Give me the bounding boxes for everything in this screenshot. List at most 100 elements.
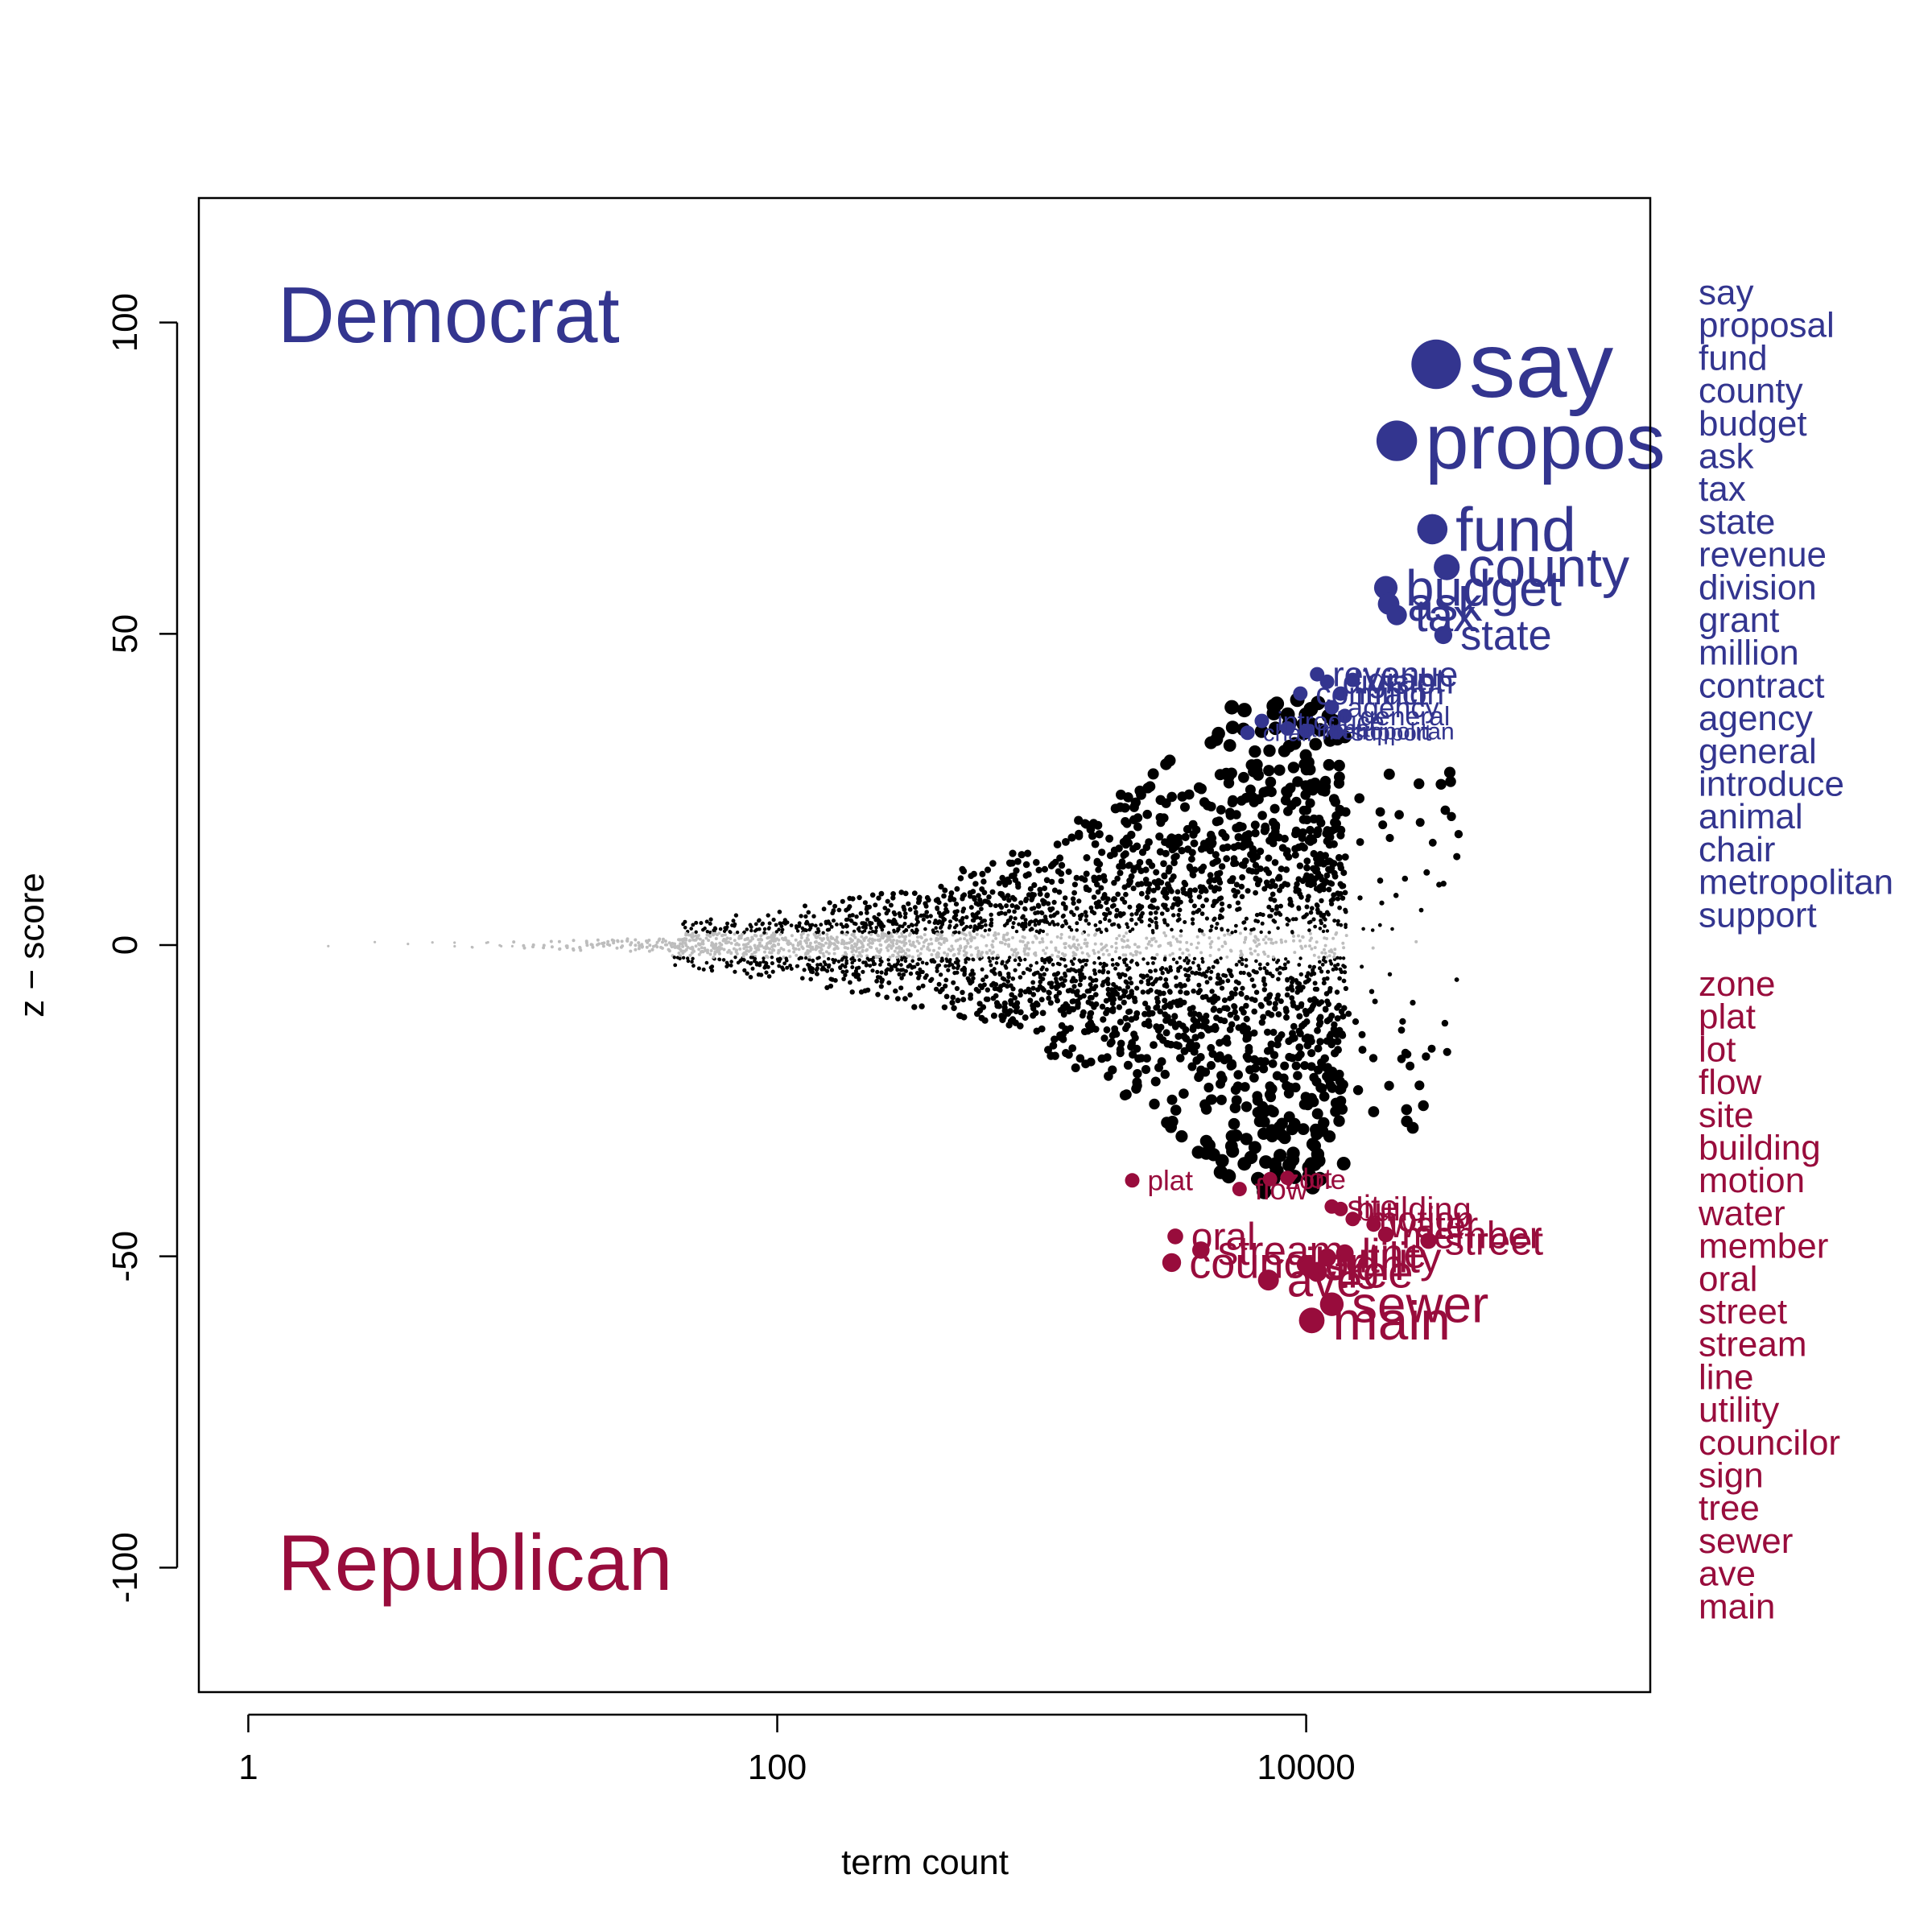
term-point (916, 954, 920, 958)
term-point (1319, 969, 1324, 974)
term-point (865, 956, 869, 960)
term-point (764, 970, 769, 975)
term-point (862, 900, 868, 906)
term-point (1129, 952, 1133, 956)
term-point (1187, 1062, 1197, 1071)
term-point (1314, 1026, 1321, 1034)
term-point (1117, 869, 1124, 877)
term-point (976, 893, 981, 898)
term-point (1227, 797, 1238, 807)
term-point (1093, 923, 1098, 927)
term-point (1120, 852, 1128, 859)
term-point (1136, 859, 1144, 866)
term-point (1184, 845, 1192, 853)
term-point (1325, 976, 1330, 981)
term-point (697, 947, 701, 952)
side-legend-democrat-item: budget (1699, 404, 1807, 444)
term-point (1280, 940, 1284, 944)
term-point (470, 945, 473, 949)
term-point (785, 965, 790, 970)
term-point (821, 952, 825, 956)
term-point (1338, 967, 1343, 972)
term-point (1087, 933, 1091, 937)
term-point (1401, 1104, 1413, 1116)
term-point (1127, 966, 1132, 971)
term-point (1227, 903, 1232, 909)
term-point (1041, 929, 1046, 934)
term-point (753, 943, 757, 947)
term-point (899, 947, 903, 951)
term-point (1117, 1018, 1124, 1026)
term-point (886, 935, 890, 939)
term-point (706, 948, 709, 952)
term-point (876, 933, 880, 937)
term-point (796, 943, 800, 947)
term-point (918, 967, 923, 972)
term-point (808, 976, 813, 982)
term-point (969, 939, 973, 943)
term-point (1216, 936, 1220, 940)
term-point (1290, 931, 1294, 935)
term-point (993, 933, 997, 937)
term-point (968, 945, 972, 949)
term-point (1084, 963, 1088, 967)
side-legend-republican-item: ave (1699, 1554, 1756, 1594)
term-point (1257, 962, 1262, 967)
term-point (766, 974, 772, 979)
term-point (880, 927, 885, 932)
republican-term-label: councilor (1189, 1239, 1363, 1287)
term-point (1117, 975, 1123, 980)
term-point (679, 942, 683, 946)
term-point (1329, 961, 1334, 966)
term-point (1031, 892, 1037, 898)
term-point (1301, 1034, 1310, 1043)
term-point (1013, 958, 1018, 962)
term-point (815, 963, 819, 967)
term-point (736, 960, 741, 965)
term-point (1235, 907, 1240, 912)
term-point (1150, 919, 1154, 923)
term-point (882, 906, 888, 910)
term-point (1148, 939, 1151, 943)
term-point (868, 941, 872, 945)
term-point (961, 927, 966, 932)
term-point (1070, 896, 1076, 902)
term-point (1312, 980, 1318, 986)
term-point (1260, 921, 1265, 926)
term-point (1318, 910, 1323, 915)
term-point (1179, 929, 1183, 933)
term-point (1307, 785, 1319, 796)
term-point (1189, 1026, 1197, 1034)
term-point (1042, 948, 1046, 952)
term-point (994, 936, 998, 940)
term-point (934, 926, 938, 930)
term-point (1244, 938, 1247, 941)
term-point (1325, 840, 1334, 849)
term-point (743, 938, 747, 942)
term-point (1014, 955, 1018, 959)
term-point (1298, 815, 1308, 824)
term-point (886, 919, 891, 923)
term-point (1114, 946, 1118, 950)
term-point (1334, 989, 1340, 995)
term-point (815, 966, 819, 971)
term-point (616, 939, 620, 943)
republican-term-label: sign (1323, 1241, 1404, 1290)
term-point (945, 954, 949, 957)
term-point (911, 940, 915, 944)
term-point (929, 958, 934, 963)
term-point (880, 932, 884, 936)
term-point (1042, 914, 1048, 919)
term-point (1125, 922, 1129, 927)
term-point (762, 956, 766, 960)
term-point (758, 944, 762, 948)
term-point (984, 974, 989, 980)
term-point (797, 921, 802, 926)
term-point (803, 914, 808, 919)
term-point (1033, 971, 1038, 976)
term-point (750, 956, 755, 960)
term-point (1149, 1098, 1160, 1110)
term-point (1325, 1001, 1331, 1007)
term-point (827, 963, 832, 968)
term-point (1003, 942, 1007, 946)
